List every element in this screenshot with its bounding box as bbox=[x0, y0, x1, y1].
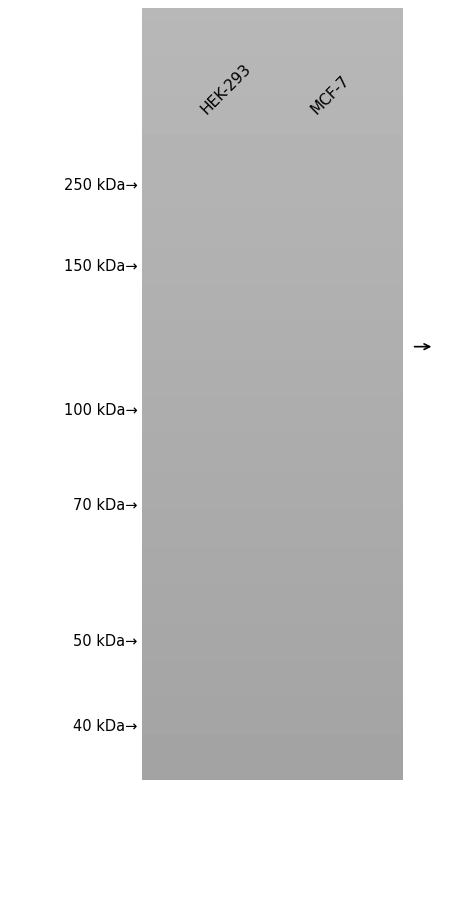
Text: HEK-293: HEK-293 bbox=[198, 61, 254, 117]
Ellipse shape bbox=[188, 373, 237, 399]
Text: 70 kDa→: 70 kDa→ bbox=[73, 498, 137, 512]
Text: MCF-7: MCF-7 bbox=[308, 73, 352, 117]
Ellipse shape bbox=[271, 373, 355, 399]
Bar bbox=[142, 9, 403, 780]
Text: 150 kDa→: 150 kDa→ bbox=[63, 259, 137, 273]
Text: 250 kDa→: 250 kDa→ bbox=[63, 178, 137, 192]
Text: www.TGAB.com: www.TGAB.com bbox=[261, 465, 274, 564]
Text: 50 kDa→: 50 kDa→ bbox=[73, 633, 137, 648]
Text: 40 kDa→: 40 kDa→ bbox=[73, 719, 137, 733]
Ellipse shape bbox=[154, 496, 184, 541]
Ellipse shape bbox=[184, 322, 254, 360]
Text: 100 kDa→: 100 kDa→ bbox=[63, 403, 137, 418]
Ellipse shape bbox=[274, 322, 360, 360]
